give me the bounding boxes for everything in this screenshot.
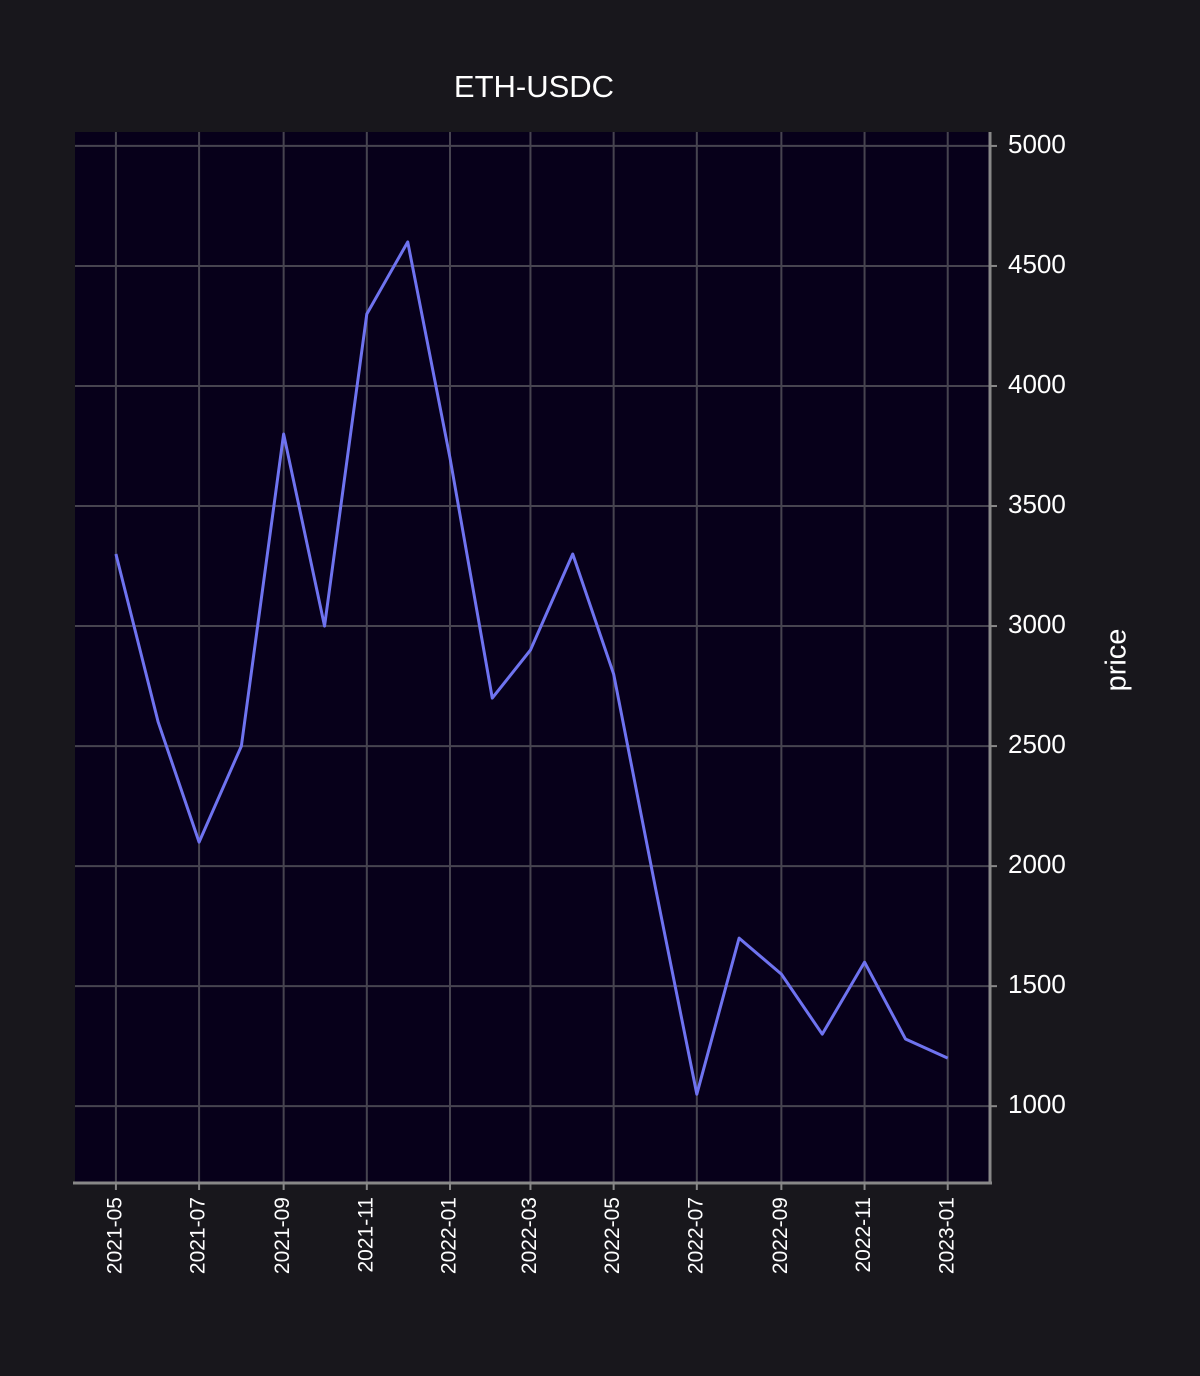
- x-tick-label: 2022-01: [438, 1197, 461, 1274]
- y-axis-label: price: [1101, 629, 1133, 692]
- x-tick-label: 2022-05: [601, 1197, 624, 1274]
- price-line: [114, 240, 949, 1096]
- x-tick-label: 2021-09: [271, 1197, 294, 1274]
- x-tick-label: 2021-05: [103, 1197, 126, 1274]
- y-tick-label: 2500: [1008, 729, 1066, 759]
- x-tick-label: 2022-09: [769, 1197, 792, 1274]
- y-tick-label: 3000: [1008, 609, 1066, 639]
- x-tick-label: 2022-03: [518, 1197, 541, 1274]
- chart-title: ETH-USDC: [454, 69, 614, 104]
- y-tick-label: 5000: [1008, 129, 1066, 159]
- plot-area: [75, 132, 990, 1183]
- y-tick-label: 4000: [1008, 369, 1066, 399]
- y-tick-label: 4500: [1008, 249, 1066, 279]
- y-tick-label: 1500: [1008, 969, 1066, 999]
- x-tick-label: 2021-07: [187, 1197, 210, 1274]
- y-tick-label: 1000: [1008, 1089, 1066, 1119]
- y-tick-label: 3500: [1008, 489, 1066, 519]
- x-tick-label: 2022-11: [852, 1197, 875, 1273]
- y-tick-label: 2000: [1008, 849, 1066, 879]
- x-tick-label: 2021-11: [354, 1197, 377, 1273]
- x-tick-label: 2023-01: [935, 1197, 958, 1274]
- x-tick-label: 2022-07: [684, 1197, 707, 1274]
